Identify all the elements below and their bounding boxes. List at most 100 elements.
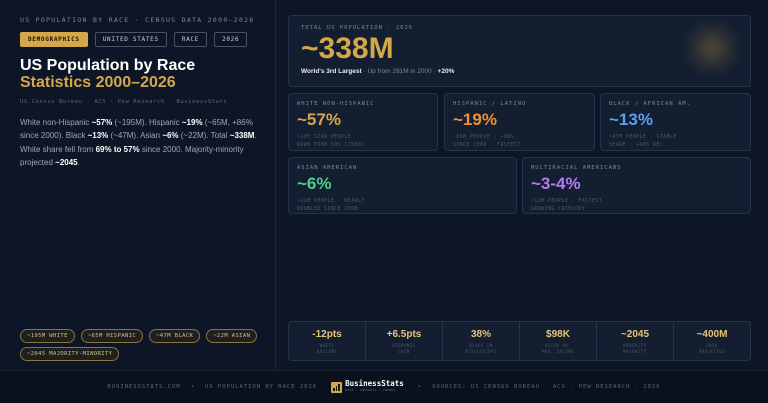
metric-white-decline: -12pts WHITE DECLINE bbox=[289, 322, 366, 360]
summary-highlight: 69% to 57% bbox=[95, 144, 140, 154]
metric-label-line: MAJORITY bbox=[623, 349, 647, 354]
summary-highlight: ~338M bbox=[229, 131, 255, 141]
stat-label: BLACK / AFRICAN AM. bbox=[609, 101, 691, 107]
stat-note-line: ~65M PEOPLE · +86% bbox=[453, 135, 514, 140]
page-title: US Population by Race Statistics 2000–20… bbox=[20, 57, 275, 91]
chip-white: ~195M WHITE bbox=[20, 329, 75, 343]
metric-label-line: WHITE bbox=[319, 343, 335, 348]
metric-label: 2050 PROJECTED bbox=[674, 343, 750, 355]
footer-topic: US POPULATION BY RACE 2026 bbox=[205, 384, 318, 390]
hero-sub-text: · Up from 281M in 2000 · bbox=[361, 68, 438, 75]
footer-site-link[interactable]: BUSINESSSTATS.COM bbox=[107, 384, 181, 390]
sources-line: US Census Bureau · ACS · Pew Research · … bbox=[20, 99, 228, 105]
metric-label-line: MISSISSIPPI bbox=[465, 349, 497, 354]
metric-label-line: HISPANIC bbox=[392, 343, 416, 348]
title-line-2: Statistics 2000–2026 bbox=[20, 74, 176, 91]
metric-value: 38% bbox=[470, 329, 491, 340]
title-line-1: US Population by Race bbox=[20, 57, 196, 74]
chip-black: ~47M BLACK bbox=[149, 329, 201, 343]
stat-note-line: DOWN FROM 69% (2000) bbox=[297, 143, 365, 148]
metric-label: HISPANIC GAIN bbox=[366, 343, 442, 355]
stat-value: ~6% bbox=[297, 174, 332, 193]
footer-sources: SOURCES: US CENSUS BUREAU · ACS · PEW RE… bbox=[432, 384, 661, 390]
summary-highlight: ~57% bbox=[91, 118, 113, 127]
eyebrow: US POPULATION BY RACE · CENSUS DATA 2000… bbox=[20, 16, 255, 24]
summary-text: (~47M). Asian bbox=[108, 131, 163, 141]
summary-highlight: ~2045 bbox=[55, 157, 78, 167]
intro-panel: US POPULATION BY RACE · CENSUS DATA 2000… bbox=[0, 0, 276, 370]
summary-text: (~65M, +86% since 2000). Black bbox=[20, 118, 253, 141]
stat-note-line: GROWING CATEGORY bbox=[531, 207, 586, 212]
hero-label: TOTAL US POPULATION · 2026 bbox=[301, 25, 414, 31]
stat-note-line: DOUBLED SINCE 2000 bbox=[297, 207, 358, 212]
tag-row: DEMOGRAPHICS UNITED STATES RACE 2026 bbox=[20, 32, 275, 47]
metric-value: ~400M bbox=[696, 329, 728, 340]
footer: BUSINESSSTATS.COM • US POPULATION BY RAC… bbox=[0, 370, 768, 403]
stat-label: ASIAN AMERICAN bbox=[297, 165, 358, 171]
stat-label: WHITE NON-HISPANIC bbox=[297, 101, 375, 107]
stat-note: ~47M PEOPLE · STABLE SHARE · +40% REL. bbox=[609, 134, 742, 150]
metric-value: $98K bbox=[546, 329, 570, 340]
stat-note: ~12M PEOPLE · FASTEST GROWING CATEGORY bbox=[531, 198, 742, 214]
stat-note-line: SHARE · +40% REL. bbox=[609, 143, 667, 148]
footer-separator: • bbox=[417, 384, 423, 390]
stat-label: HISPANIC / LATINO bbox=[453, 101, 527, 107]
stat-value: ~13% bbox=[609, 110, 653, 129]
tag-demographics[interactable]: DEMOGRAPHICS bbox=[20, 32, 88, 47]
tag-united-states[interactable]: UNITED STATES bbox=[94, 32, 167, 47]
brand-logo[interactable]: BusinessStats DATA · INSIGHTS · TRENDS bbox=[331, 380, 404, 394]
metric-label-line: BLACK IN bbox=[469, 343, 493, 348]
metrics-strip: -12pts WHITE DECLINE +6.5pts HISPANIC GAIN… bbox=[288, 321, 751, 361]
summary-text: since 2000. Majority-minority projected bbox=[20, 144, 244, 167]
stat-card-multiracial: MULTIRACIAL AMERICANS ~3-4% ~12M PEOPLE … bbox=[522, 157, 751, 214]
stat-note-line: ~47M PEOPLE · STABLE bbox=[609, 135, 677, 140]
footer-separator: • bbox=[190, 384, 195, 390]
hero-subtitle: World's 3rd Largest · Up from 281M in 20… bbox=[301, 68, 738, 75]
metric-value: +6.5pts bbox=[386, 329, 422, 340]
metric-2050-projected: ~400M 2050 PROJECTED bbox=[674, 322, 750, 360]
metric-minority-majority: ~2045 MINORITY MAJORITY bbox=[597, 322, 674, 360]
brand-tagline: DATA · INSIGHTS · TRENDS bbox=[345, 388, 396, 392]
stat-value: ~19% bbox=[453, 110, 497, 129]
stat-note: ~195 SIGN PEOPLE DOWN FROM 69% (2000) bbox=[297, 134, 429, 150]
chip-majority-minority: ~2045 MAJORITY-MINORITY bbox=[20, 347, 120, 361]
summary-text: (~195M). Hispanic bbox=[112, 118, 182, 127]
glow-decoration bbox=[682, 18, 742, 78]
stat-value: ~57% bbox=[297, 110, 341, 129]
summary-highlight: ~13% bbox=[87, 131, 109, 141]
summary-highlight: ~6% bbox=[162, 131, 179, 141]
tag-2026[interactable]: 2026 bbox=[214, 32, 248, 47]
summary-text: White non-Hispanic bbox=[20, 118, 92, 127]
stat-card-hispanic: HISPANIC / LATINO ~19% ~65M PEOPLE · +86… bbox=[444, 93, 595, 151]
metric-label-line: PROJECTED bbox=[698, 349, 726, 354]
stat-note: ~22M PEOPLE · NEARLY DOUBLED SINCE 2000 bbox=[297, 198, 508, 214]
metric-black-mississippi: 38% BLACK IN MISSISSIPPI bbox=[443, 322, 520, 360]
summary-text: (~22M). Total bbox=[178, 131, 230, 141]
hero-growth: +20% bbox=[437, 68, 455, 75]
metric-value: -12pts bbox=[312, 329, 342, 340]
metric-label-line: MINORITY bbox=[623, 343, 647, 348]
metric-label: WHITE DECLINE bbox=[289, 343, 365, 355]
metric-label-line: ASIAN HH. bbox=[544, 343, 572, 348]
stat-note-line: ~195 SIGN PEOPLE bbox=[297, 135, 352, 140]
metric-label: ASIAN HH. MED. INCOME bbox=[520, 343, 596, 355]
summary-text: . White share fell from bbox=[20, 131, 257, 154]
stat-note: ~65M PEOPLE · +86% SINCE 2000 · FASTEST bbox=[453, 134, 586, 150]
stat-label: MULTIRACIAL AMERICANS bbox=[531, 165, 622, 171]
metric-hispanic-gain: +6.5pts HISPANIC GAIN bbox=[366, 322, 443, 360]
metric-label-line: GAIN bbox=[398, 349, 410, 354]
summary-paragraph: White non-Hispanic ~57% (~195M). Hispani… bbox=[20, 116, 264, 169]
brand-text: BusinessStats DATA · INSIGHTS · TRENDS bbox=[345, 380, 404, 394]
hero-rank: World's 3rd Largest bbox=[301, 68, 362, 75]
chip-row: ~195M WHITE ~65M HISPANIC ~47M BLACK ~22… bbox=[20, 329, 260, 361]
summary-highlight: ~19% bbox=[181, 118, 203, 127]
metric-asian-income: $98K ASIAN HH. MED. INCOME bbox=[520, 322, 597, 360]
brand-name: BusinessStats bbox=[345, 379, 404, 388]
metric-label: BLACK IN MISSISSIPPI bbox=[443, 343, 519, 355]
tag-race[interactable]: RACE bbox=[173, 32, 208, 47]
chip-asian: ~22M ASIAN bbox=[206, 329, 258, 343]
bar-chart-icon bbox=[331, 381, 343, 393]
metric-label-line: DECLINE bbox=[316, 349, 338, 354]
stat-card-white: WHITE NON-HISPANIC ~57% ~195 SIGN PEOPLE… bbox=[288, 93, 438, 151]
stat-card-asian: ASIAN AMERICAN ~6% ~22M PEOPLE · NEARLY D… bbox=[288, 157, 517, 214]
